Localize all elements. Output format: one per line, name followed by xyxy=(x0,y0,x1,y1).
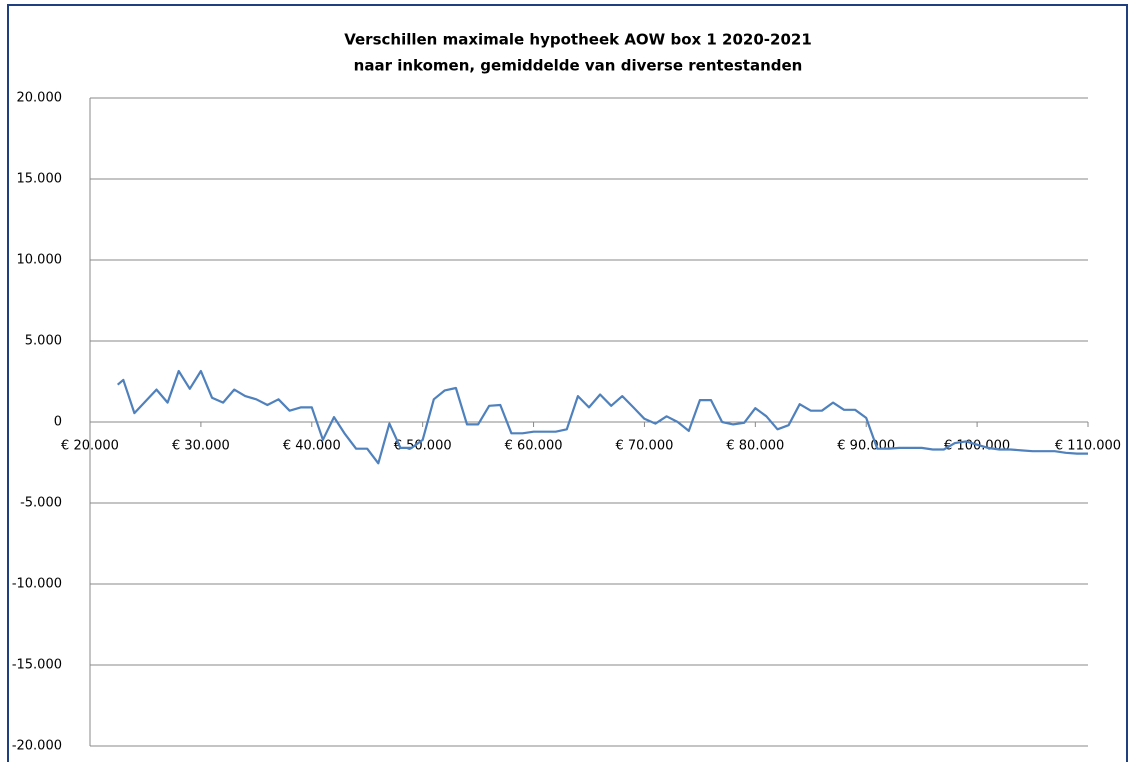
y-tick-label: 20.000 xyxy=(17,91,63,106)
x-tick-label: € 30.000 xyxy=(172,439,230,454)
chart-subtitle: naar inkomen, gemiddelde van diverse ren… xyxy=(354,57,803,75)
y-tick-label: 10.000 xyxy=(17,253,63,268)
x-tick-label: € 60.000 xyxy=(505,439,563,454)
x-tick-label: € 90.000 xyxy=(837,439,895,454)
chart-title: Verschillen maximale hypotheek AOW box 1… xyxy=(344,31,812,49)
x-tick-label: € 110.000 xyxy=(1055,439,1121,454)
x-tick-label: € 20.000 xyxy=(61,439,119,454)
x-tick-label: € 40.000 xyxy=(283,439,341,454)
y-tick-label: -15.000 xyxy=(12,658,62,673)
chart-border xyxy=(7,4,1128,766)
y-tick-label: 0 xyxy=(54,415,62,430)
y-tick-label: -5.000 xyxy=(20,496,62,511)
y-tick-label: 15.000 xyxy=(17,172,63,187)
x-tick-label: € 70.000 xyxy=(615,439,673,454)
y-tick-label: -20.000 xyxy=(12,739,62,754)
y-tick-label: -10.000 xyxy=(12,577,62,592)
data-line xyxy=(116,369,1088,465)
x-tick-label: € 50.000 xyxy=(394,439,452,454)
x-tick-label: € 80.000 xyxy=(726,439,784,454)
x-tick-label: € 100.000 xyxy=(944,439,1010,454)
y-tick-label: 5.000 xyxy=(25,334,62,349)
